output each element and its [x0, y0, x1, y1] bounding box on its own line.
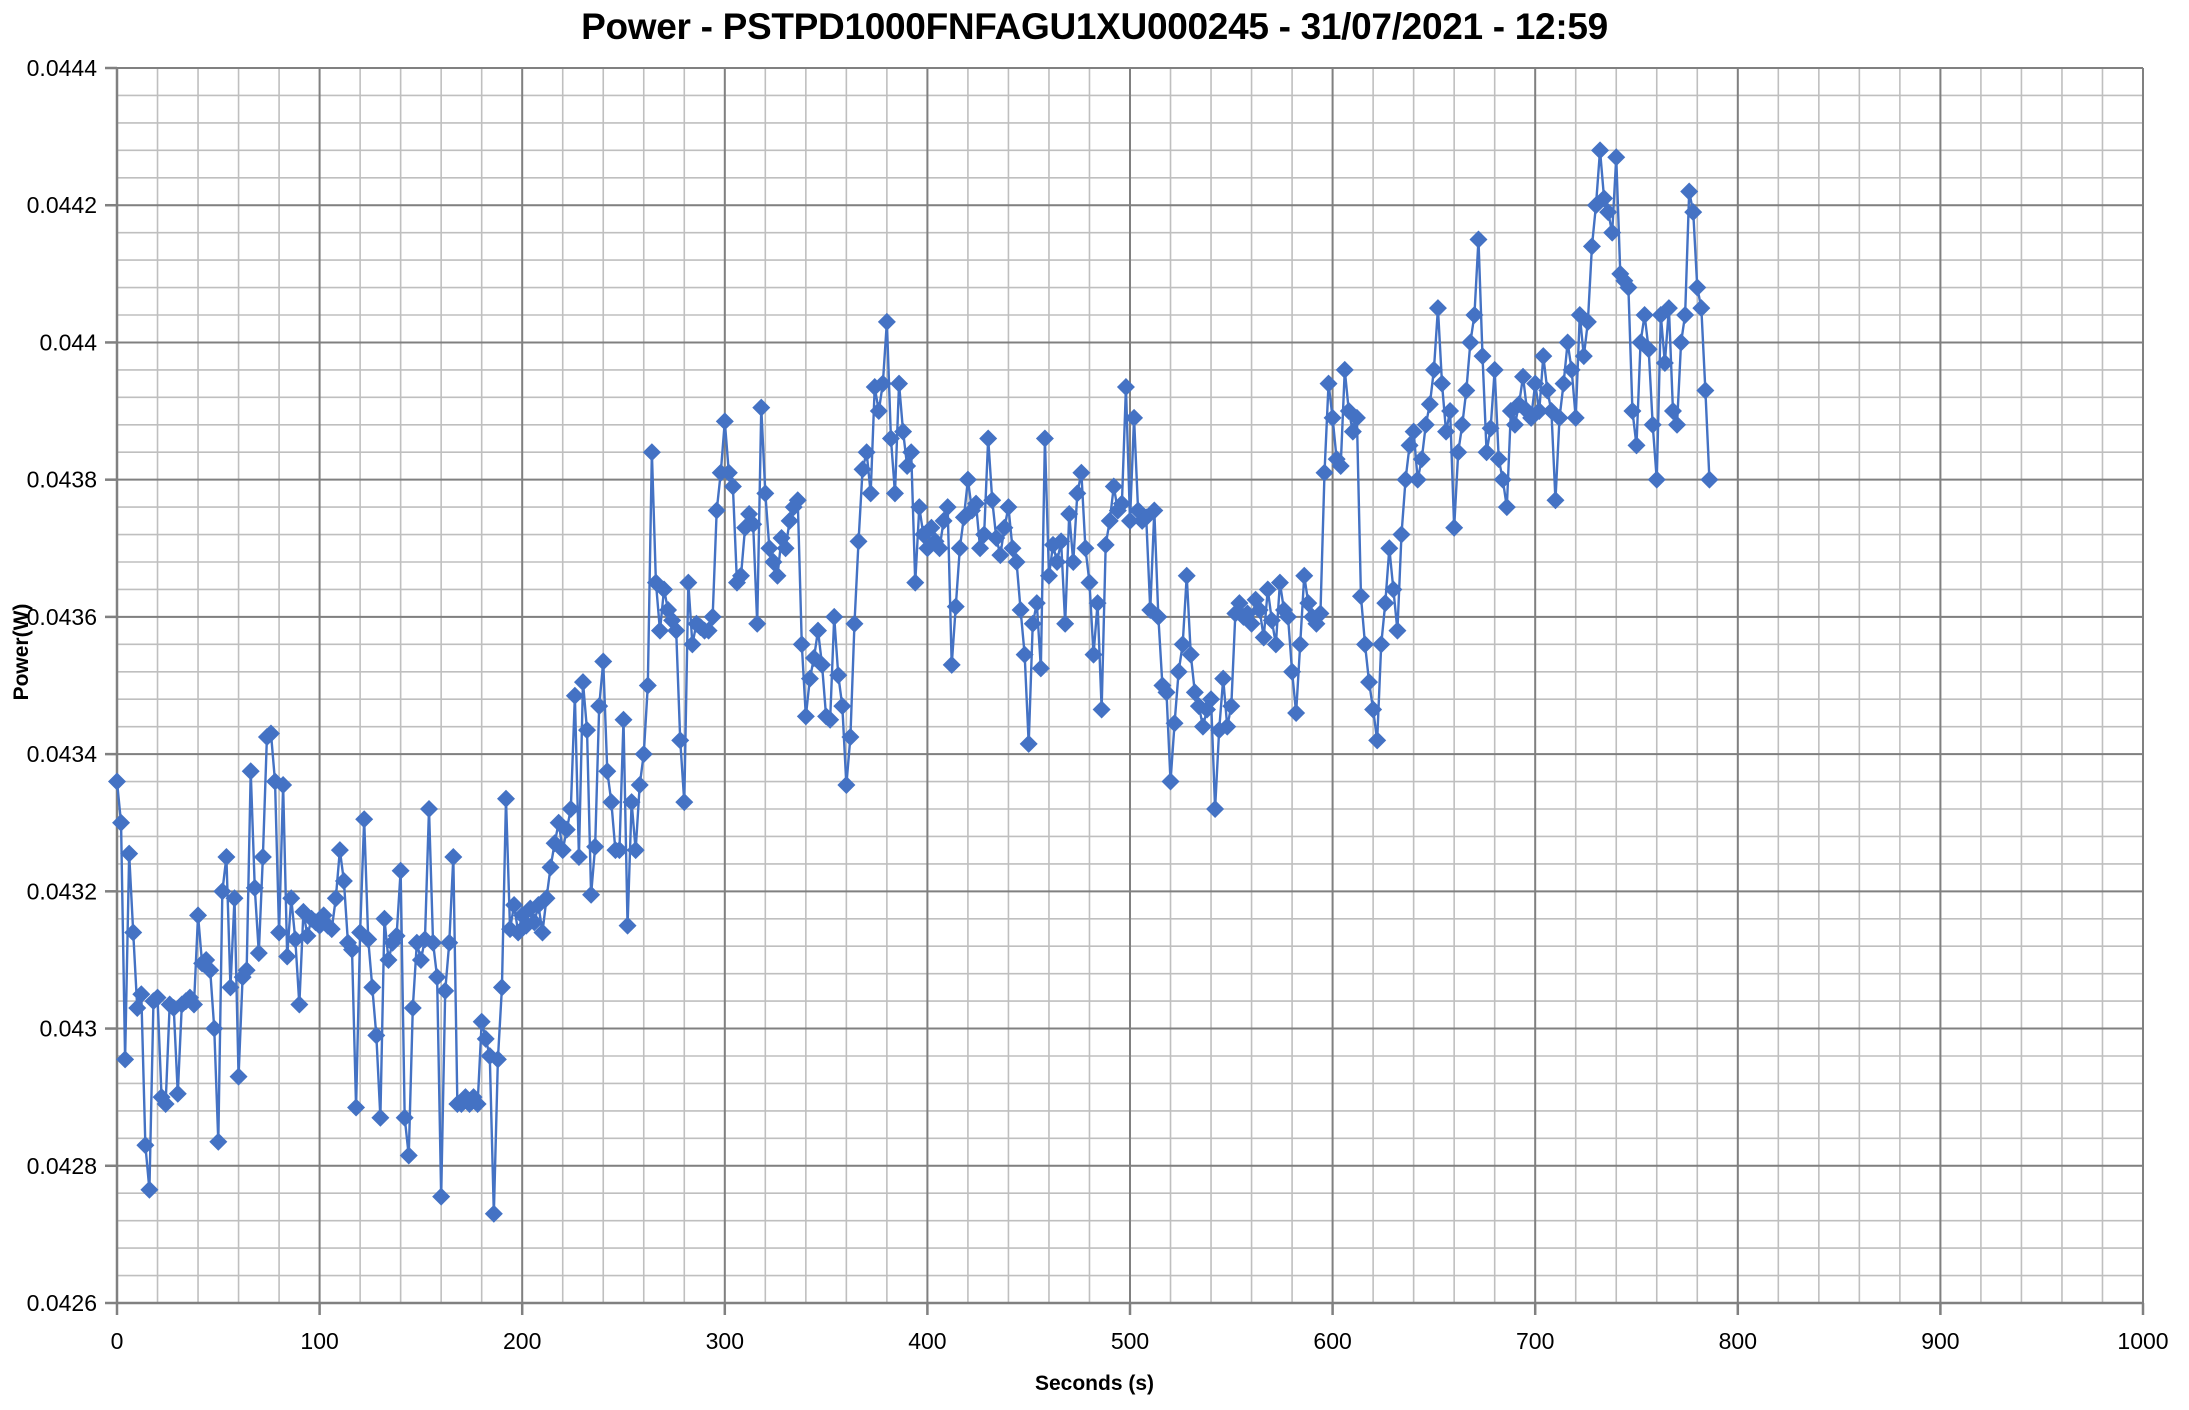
svg-text:100: 100	[300, 1328, 338, 1354]
svg-text:0.0426: 0.0426	[27, 1290, 97, 1316]
svg-text:600: 600	[1313, 1328, 1351, 1354]
svg-text:800: 800	[1719, 1328, 1757, 1354]
svg-text:0: 0	[111, 1328, 124, 1354]
svg-text:900: 900	[1921, 1328, 1959, 1354]
tick-marks	[105, 66, 2145, 1315]
svg-text:500: 500	[1111, 1328, 1149, 1354]
svg-text:0.0438: 0.0438	[27, 467, 97, 493]
svg-text:0.0436: 0.0436	[27, 604, 97, 630]
chart-title: Power - PSTPD1000FNFAGU1XU000245 - 31/07…	[581, 6, 1608, 47]
svg-text:400: 400	[908, 1328, 946, 1354]
svg-text:200: 200	[503, 1328, 541, 1354]
svg-text:0.043: 0.043	[39, 1016, 97, 1042]
x-axis-title: Seconds (s)	[1034, 1372, 1155, 1395]
svg-text:0.044: 0.044	[39, 329, 97, 355]
svg-text:700: 700	[1516, 1328, 1554, 1354]
y-axis-title: Power(W)	[10, 603, 33, 701]
svg-text:300: 300	[706, 1328, 744, 1354]
y-tick-labels: 0.0426 0.0428 0.043 0.0432 0.0434 0.0436 0.043…	[27, 55, 98, 1316]
svg-text:0.0432: 0.0432	[27, 878, 97, 904]
data-series-line	[115, 149, 1711, 1216]
major-gridlines	[116, 67, 2144, 1304]
x-tick-labels: 0 100 200 300 400 500 600 700 800 900 1000	[111, 1328, 2169, 1354]
svg-text:0.0442: 0.0442	[27, 192, 97, 218]
svg-text:0.0434: 0.0434	[27, 741, 98, 767]
svg-text:1000: 1000	[2117, 1328, 2168, 1354]
data-series-markers	[108, 141, 1719, 1223]
svg-text:0.0444: 0.0444	[27, 55, 98, 81]
svg-text:0.0428: 0.0428	[27, 1153, 97, 1179]
